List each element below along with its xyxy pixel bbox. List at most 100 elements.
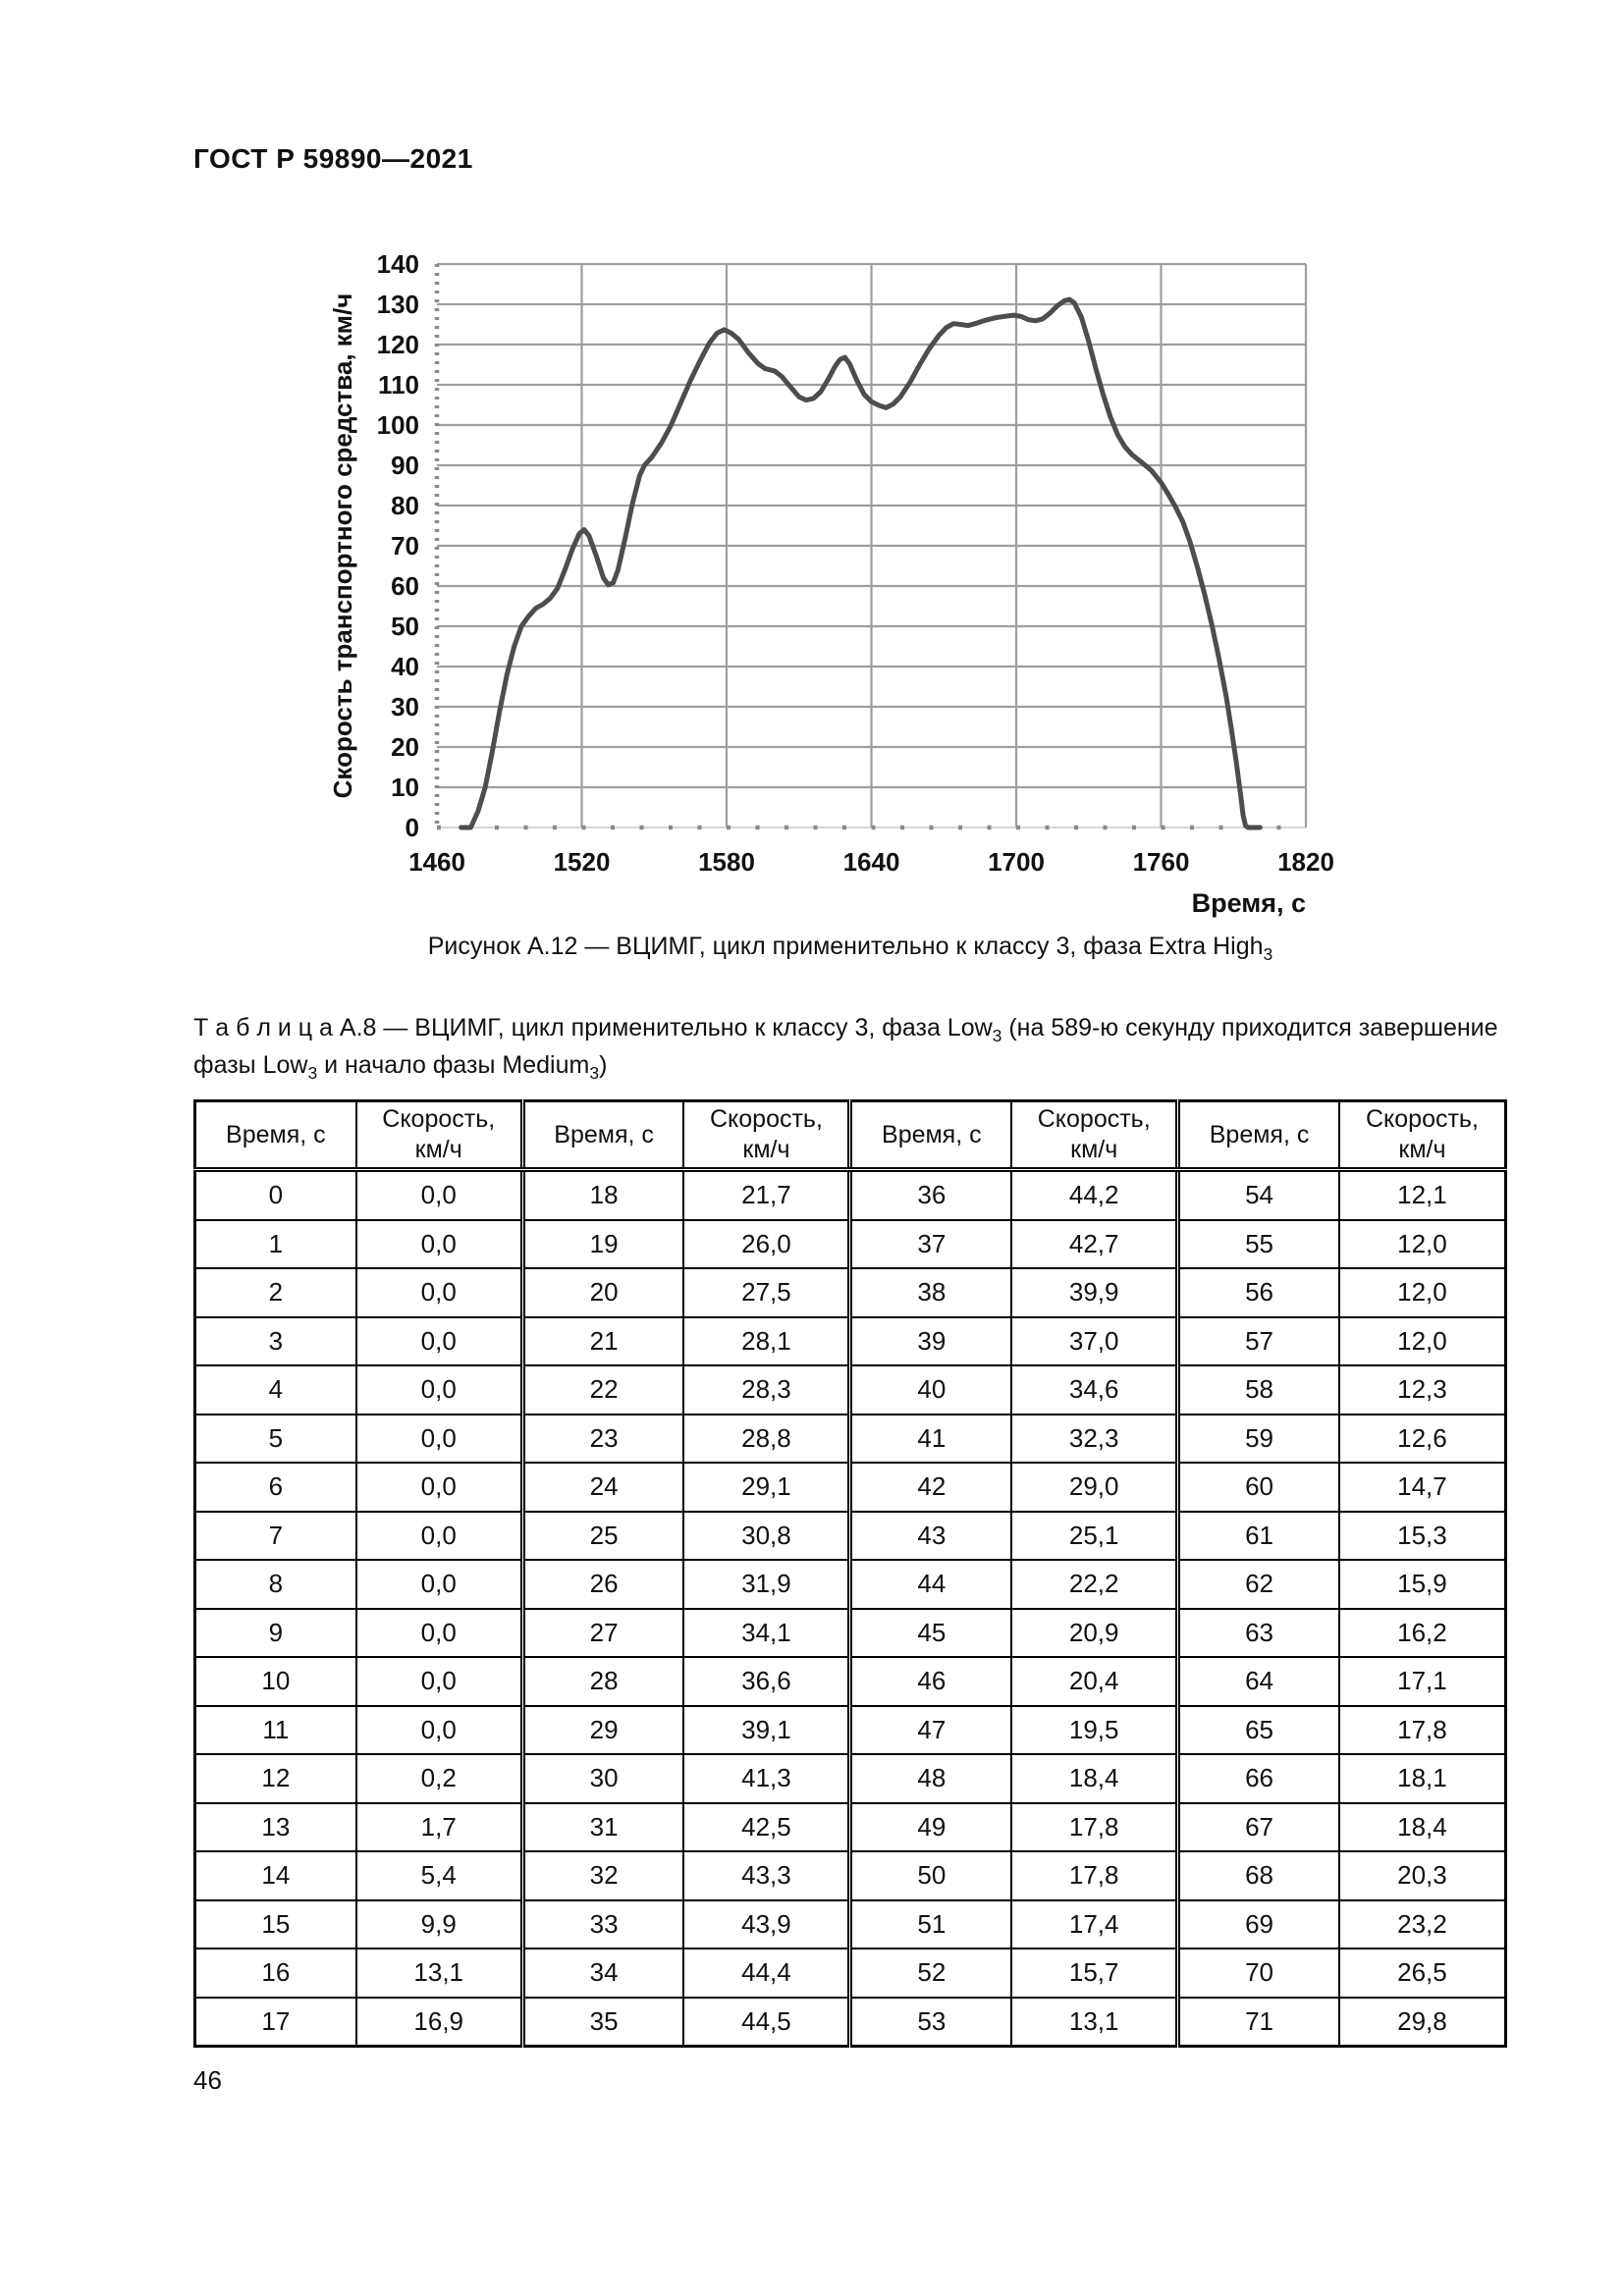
cell-speed: 0,0	[354, 1364, 524, 1415]
page-number: 46	[193, 2065, 222, 2095]
table-row: 3 0,0 21 28,1 39 37,0 57 12,0	[193, 1315, 1507, 1366]
cell-time: 30	[519, 1753, 685, 1804]
cell-time: 14	[193, 1850, 357, 1901]
x-tick-label: 1460	[408, 847, 465, 877]
cell-speed: 0,0	[354, 1218, 524, 1269]
table-row: 13 1,7 31 42,5 49 17,8 67 18,4	[193, 1801, 1507, 1852]
cell-time: 5	[193, 1413, 357, 1464]
table-row: 1 0,0 19 26,0 37 42,7 55 12,0	[193, 1218, 1507, 1269]
cell-speed: 15,9	[1337, 1559, 1507, 1610]
cell-speed: 28,3	[682, 1364, 851, 1415]
y-tick-label: 140	[377, 249, 419, 279]
col-header-speed: Скорость, км/ч	[682, 1099, 851, 1172]
cell-speed: 31,9	[682, 1559, 851, 1610]
cell-speed: 39,1	[682, 1704, 851, 1755]
cell-time: 49	[847, 1801, 1013, 1852]
cell-time: 24	[519, 1462, 685, 1513]
col-header-time: Время, с	[1175, 1099, 1340, 1172]
cell-speed: 13,1	[1010, 1996, 1179, 2048]
cell-time: 32	[519, 1850, 685, 1901]
caption-text: (на 589-ю секунду приходится завершение …	[193, 1014, 1498, 1079]
cell-speed: 29,8	[1337, 1996, 1507, 2048]
cell-time: 34	[519, 1948, 685, 1999]
cell-speed: 44,4	[682, 1948, 851, 1999]
cell-time: 62	[1175, 1559, 1340, 1610]
cell-speed: 43,3	[682, 1850, 851, 1901]
cell-time: 25	[519, 1510, 685, 1561]
cell-speed: 17,8	[1337, 1704, 1507, 1755]
cell-speed: 0,0	[354, 1704, 524, 1755]
cell-speed: 14,7	[1337, 1462, 1507, 1513]
cell-time: 26	[519, 1559, 685, 1610]
cell-speed: 26,5	[1337, 1948, 1507, 1999]
figure-caption: Рисунок А.12 — ВЦИМГ, цикл применительно…	[193, 933, 1507, 964]
cell-time: 11	[193, 1704, 357, 1755]
x-tick-label: 1640	[843, 847, 900, 877]
cell-speed: 0,0	[354, 1462, 524, 1513]
cell-speed: 15,7	[1010, 1948, 1179, 1999]
document-header: ГОСТ Р 59890—2021	[193, 143, 473, 174]
cell-speed: 20,4	[1010, 1656, 1179, 1707]
x-axis-title: Время, с	[1192, 888, 1306, 918]
cell-time: 28	[519, 1656, 685, 1707]
cell-time: 36	[847, 1168, 1013, 1221]
cell-time: 38	[847, 1267, 1013, 1318]
speed-time-line-chart: 0 10 20 30 40 50 60 70 80 90 100 110 120 130 140 1460 15…	[328, 249, 1334, 918]
cell-speed: 18,4	[1010, 1753, 1179, 1804]
caption-text: Т а б л и ц а А.8 — ВЦИМГ, цикл применит…	[193, 1014, 993, 1041]
cell-speed: 12,3	[1337, 1364, 1507, 1415]
cell-time: 15	[193, 1898, 357, 1949]
cell-time: 6	[193, 1462, 357, 1513]
cell-time: 67	[1175, 1801, 1340, 1852]
y-tick-label: 60	[391, 571, 419, 601]
cell-speed: 17,8	[1010, 1801, 1179, 1852]
col-header-time: Время, с	[847, 1099, 1013, 1172]
cell-time: 12	[193, 1753, 357, 1804]
y-tick-label: 70	[391, 531, 419, 561]
cell-speed: 0,0	[354, 1168, 524, 1221]
cell-speed: 12,0	[1337, 1218, 1507, 1269]
y-tick-label: 0	[406, 813, 419, 842]
cell-time: 4	[193, 1364, 357, 1415]
cell-speed: 18,1	[1337, 1753, 1507, 1804]
table-row: 17 16,9 35 44,5 53 13,1 71 29,8	[193, 1996, 1507, 2048]
cell-time: 59	[1175, 1413, 1340, 1464]
cell-time: 45	[847, 1607, 1013, 1658]
cell-time: 39	[847, 1315, 1013, 1366]
cell-speed: 9,9	[354, 1898, 524, 1949]
table-row: 7 0,0 25 30,8 43 25,1 61 15,3	[193, 1510, 1507, 1561]
caption-subscript: 3	[1263, 944, 1273, 964]
y-tick-label: 130	[377, 290, 419, 319]
cell-time: 10	[193, 1656, 357, 1707]
cell-time: 23	[519, 1413, 685, 1464]
cell-speed: 12,6	[1337, 1413, 1507, 1464]
cell-time: 17	[193, 1996, 357, 2048]
cell-time: 65	[1175, 1704, 1340, 1755]
table-row: 6 0,0 24 29,1 42 29,0 60 14,7	[193, 1462, 1507, 1513]
cell-speed: 30,8	[682, 1510, 851, 1561]
caption-text: и начало фазы Medium	[317, 1051, 590, 1079]
y-tick-label: 90	[391, 451, 419, 480]
cell-speed: 16,9	[354, 1996, 524, 2048]
table-row: 2 0,0 20 27,5 38 39,9 56 12,0	[193, 1267, 1507, 1318]
cell-speed: 42,7	[1010, 1218, 1179, 1269]
table-row: 15 9,9 33 43,9 51 17,4 69 23,2	[193, 1898, 1507, 1949]
cell-speed: 28,1	[682, 1315, 851, 1366]
cell-time: 13	[193, 1801, 357, 1852]
cell-speed: 32,3	[1010, 1413, 1179, 1464]
caption-text: )	[599, 1051, 608, 1079]
cell-time: 68	[1175, 1850, 1340, 1901]
cell-time: 2	[193, 1267, 357, 1318]
table-row: 0 0,0 18 21,7 36 44,2 54 12,1	[193, 1168, 1507, 1221]
cell-speed: 26,0	[682, 1218, 851, 1269]
table-row: 12 0,2 30 41,3 48 18,4 66 18,1	[193, 1753, 1507, 1804]
y-tick-label: 40	[391, 652, 419, 681]
cell-speed: 18,4	[1337, 1801, 1507, 1852]
x-tick-label: 1820	[1277, 847, 1334, 877]
cell-speed: 39,9	[1010, 1267, 1179, 1318]
cell-speed: 0,0	[354, 1510, 524, 1561]
cell-time: 1	[193, 1218, 357, 1269]
cell-speed: 17,4	[1010, 1898, 1179, 1949]
cell-speed: 28,8	[682, 1413, 851, 1464]
table-row: 5 0,0 23 28,8 41 32,3 59 12,6	[193, 1413, 1507, 1464]
